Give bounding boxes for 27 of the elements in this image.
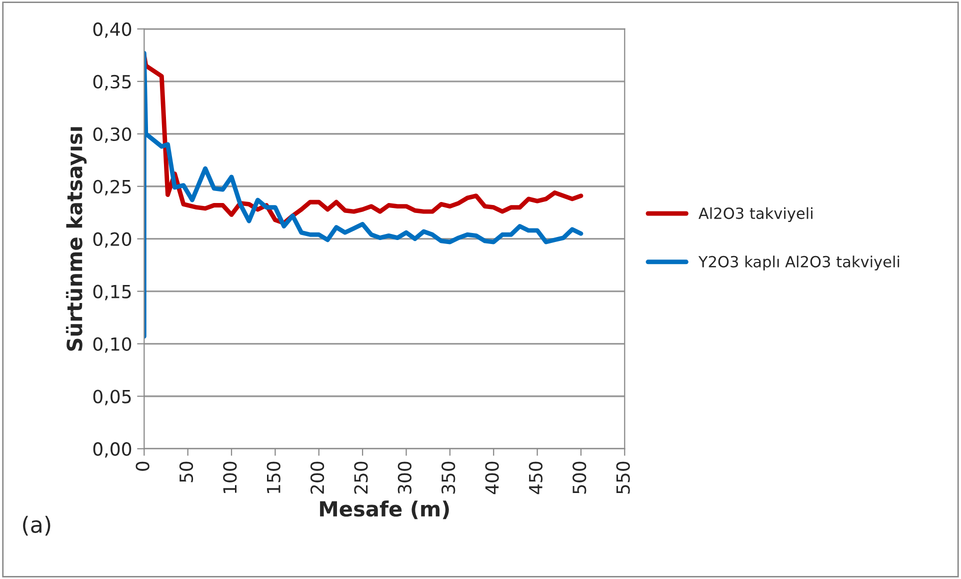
x-tick-label: 150 — [266, 462, 280, 494]
x-tick-label: 200 — [310, 462, 324, 494]
x-tick-label: 550 — [616, 462, 630, 494]
x-tick-label: 50 — [179, 462, 194, 482]
x-tick-label: 0 — [136, 462, 150, 471]
y-tick-label: 0,20 — [93, 232, 132, 248]
y-tick-label: 0,00 — [93, 442, 132, 458]
y-tick-label: 0,10 — [93, 337, 132, 353]
y-tick-label: 0,35 — [93, 74, 131, 90]
x-tick-label: 300 — [398, 462, 412, 494]
x-tick-label: 500 — [572, 462, 586, 494]
y-axis-title: Sürtünme katsayısı — [66, 127, 87, 351]
y-tick-label: 0,30 — [93, 127, 132, 143]
x-tick-label: 350 — [442, 462, 456, 494]
x-tick-label: 400 — [485, 462, 499, 494]
x-tick-label: 450 — [528, 462, 543, 494]
y-tick-label: 0,05 — [93, 390, 131, 406]
x-axis-title: Mesafe (m) — [320, 500, 449, 520]
line-series — [144, 50, 584, 339]
y-tick-label: 0,40 — [93, 22, 132, 38]
text: (a) — [23, 516, 50, 536]
y-tick-label: 0,25 — [93, 180, 131, 196]
legend-label: Y2O3 kaplı Al2O3 takviyeli — [698, 256, 900, 270]
x-tick-label: 100 — [223, 462, 237, 494]
y-tick-label: 0,15 — [93, 284, 131, 300]
legend-label: Al2O3 takviyeli — [698, 207, 812, 222]
x-tick-label: 250 — [354, 462, 368, 494]
